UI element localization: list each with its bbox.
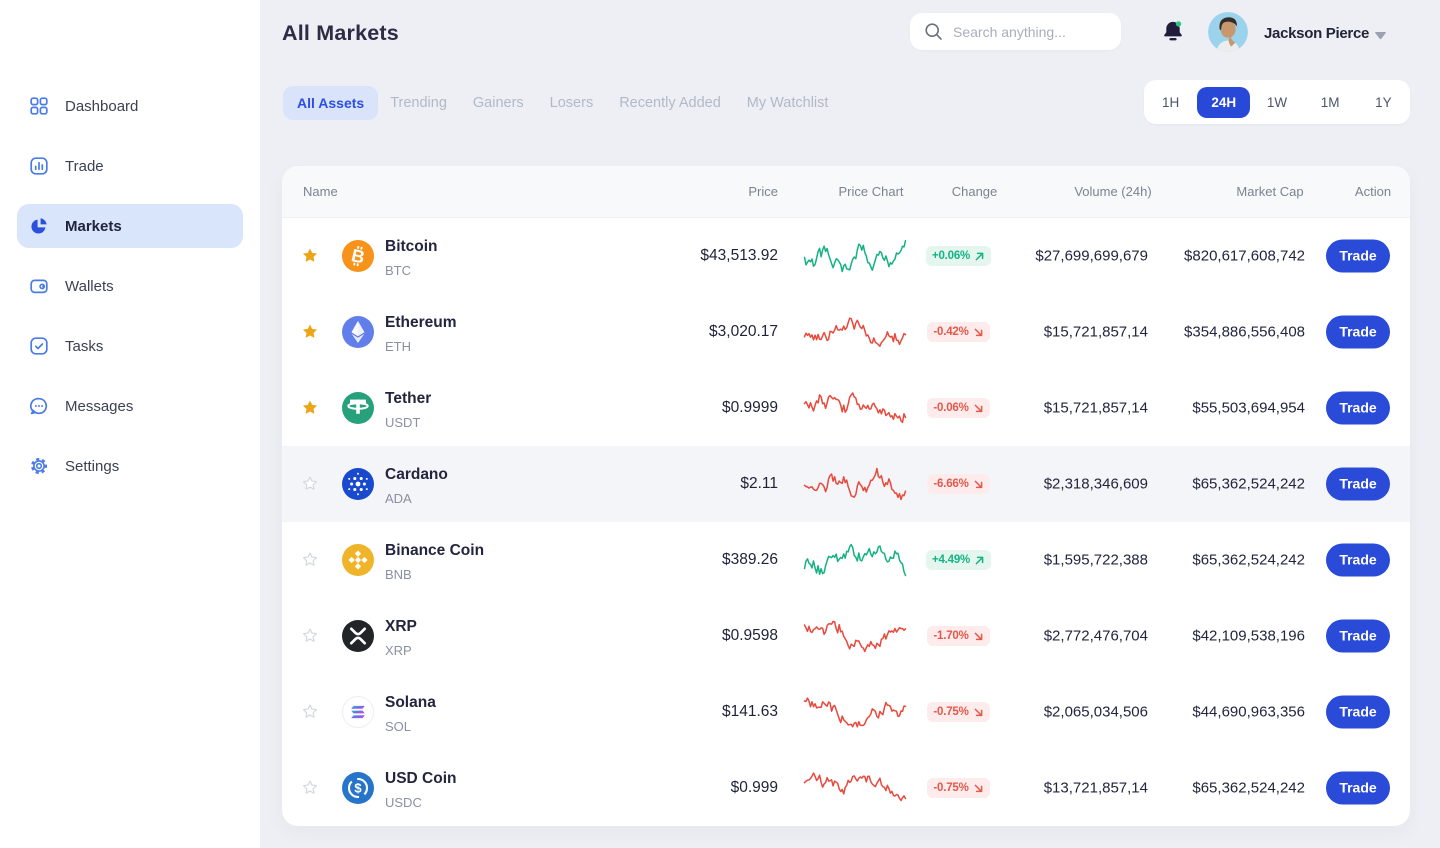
svg-text:B: B bbox=[349, 245, 366, 267]
svg-text:$: $ bbox=[354, 781, 362, 796]
